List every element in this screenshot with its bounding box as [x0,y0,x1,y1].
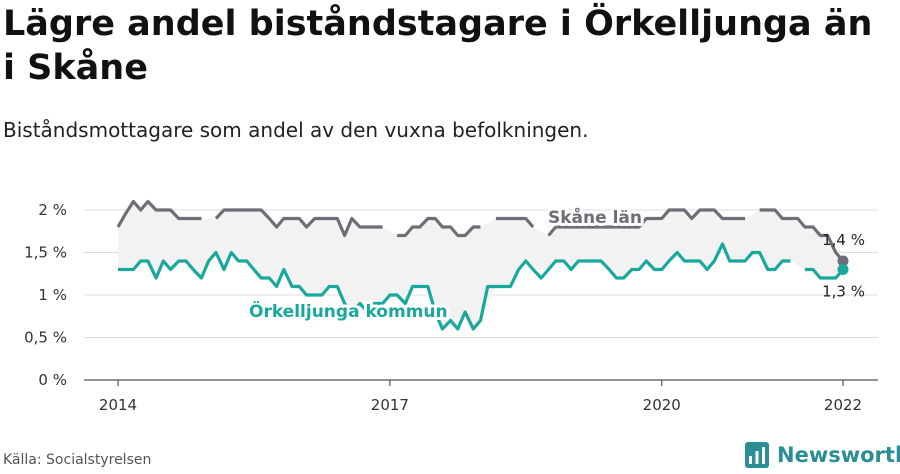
series-label-orkelljunga: Örkelljunga kommun [249,300,448,322]
chart-subtitle: Biståndsmottagare som andel av den vuxna… [3,118,589,142]
axes: 0 % 0,5 % 1 % 1,5 % 2 % 2014 2017 2020 2022 [24,201,878,414]
endpoint-marker-orkelljunga [837,264,849,275]
line-chart: 0 % 0,5 % 1 % 1,5 % 2 % 2014 2017 2020 2022 Skån… [24,199,878,414]
y-tick-label: 0,5 % [24,329,67,347]
endpoint-marker-skane-lan [837,255,849,267]
x-tick-label: 2022 [824,396,862,414]
brand-name: Newsworthy [777,443,900,467]
series-label-skane-lan-halo: Skåne län [548,206,642,228]
x-tick-label: 2014 [99,396,137,414]
series-line-skane-lan [116,199,845,263]
y-tick-label: 2 % [38,201,67,219]
series-label-orkelljunga-halo: Örkelljunga kommun [249,300,448,322]
end-value-label-skane-lan: 1,4 % [822,231,865,249]
series-label-skane-lan: Skåne län [548,206,642,228]
x-tick-label: 2020 [643,396,681,414]
source-note: Källa: Socialstyrelsen [3,452,152,468]
y-tick-label: 0 % [38,371,67,389]
range-band [118,201,843,329]
series-lines [116,199,849,331]
y-tick-label: 1 % [38,286,67,304]
series-line-orkelljunga [118,242,845,331]
brand-logo[interactable]: Newsworthy [745,442,900,468]
end-value-label-orkelljunga: 1,3 % [822,283,865,301]
chart-title: Lägre andel biståndstagare i Örkelljunga… [3,4,873,88]
range-band-area [118,201,843,329]
bar-chart-logo-icon [745,442,769,468]
x-tick-label: 2017 [371,396,409,414]
y-tick-label: 1,5 % [24,244,67,262]
